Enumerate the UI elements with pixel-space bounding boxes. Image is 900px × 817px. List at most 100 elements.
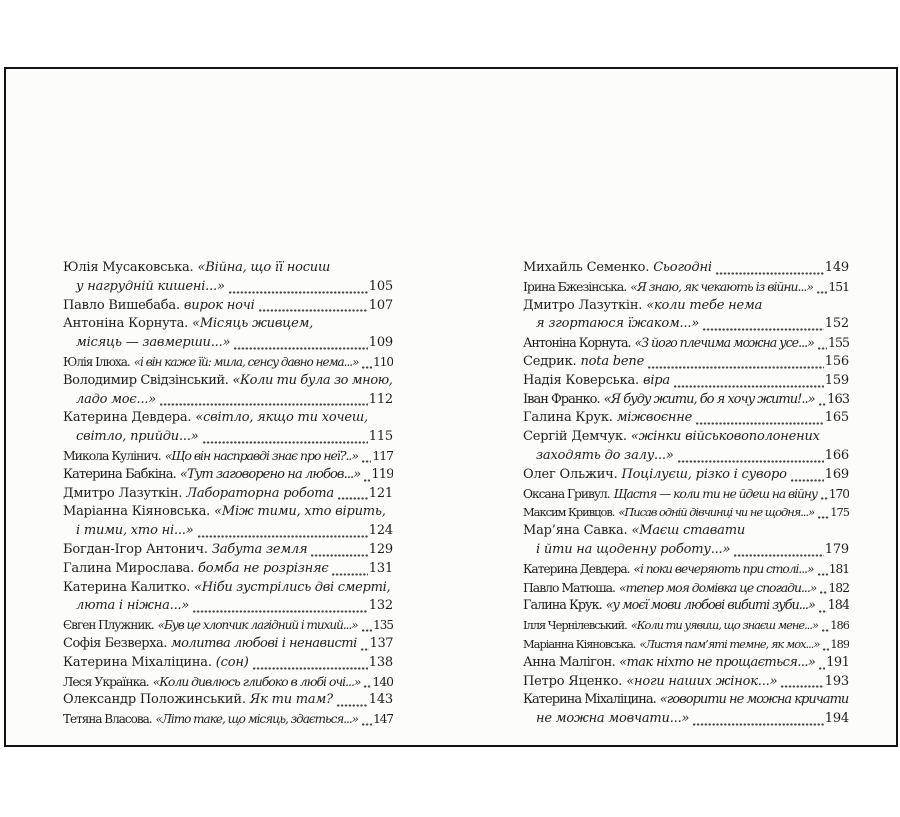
toc-entry-line: Надія Коверська. віра 159 <box>523 372 849 391</box>
work-title: «Писав одній дівчинці чи не щодня...» <box>618 505 815 520</box>
work-title: Поцілуєш, різко і суворо <box>621 466 787 482</box>
work-title: «Що він насправді знає про неї?..» <box>164 447 359 463</box>
dot-leader <box>361 459 372 463</box>
author-name: Максим Кривцов. <box>523 505 615 520</box>
work-title: «Маєш ставати <box>631 523 746 539</box>
author-name: Юлія Ілюха. <box>63 354 131 369</box>
dot-leader <box>734 553 824 557</box>
page-number: 155 <box>827 335 849 351</box>
author-name: Софія Безверха. <box>63 635 167 651</box>
dot-leader <box>160 403 368 407</box>
author-name: Маріанна Кіяновська. <box>523 636 636 651</box>
page-number: 137 <box>369 635 393 651</box>
page-number: 131 <box>368 560 393 576</box>
work-title-continuation: ладо моє...» <box>76 391 157 407</box>
work-title: «Місяць живцем, <box>192 316 314 332</box>
page-number: 182 <box>828 579 849 595</box>
page-number: 165 <box>824 410 849 426</box>
toc-entry-line: Ілля Чернілевський. «Коли ти уявиш, що зн… <box>523 616 849 635</box>
page-number: 149 <box>824 260 849 275</box>
author-name: Седрик. <box>523 353 577 369</box>
toc-column-left: Юлія Мусаковська. «Війна, що її носиш у на… <box>63 259 393 729</box>
page-number: 112 <box>368 391 393 407</box>
toc-entry-line: Галина Мирослава. бомба не розрізняє 131 <box>63 560 393 579</box>
work-title: «Ніби зустрілись дві смерті, <box>194 579 391 595</box>
dot-leader <box>362 365 373 369</box>
work-title: «ноги наших жінок...» <box>626 673 778 689</box>
toc-entry-line: Маріанна Кіяновська. «Між тими, хто вірит… <box>63 503 393 522</box>
toc-entry-line: Ірина Бжезінська. «Я знаю, як чекають із … <box>523 278 849 297</box>
page-number: 163 <box>827 391 849 407</box>
work-title: «і він каже їй: мила, сенсу давно нема..… <box>133 354 360 369</box>
dot-leader <box>228 290 368 294</box>
work-title: «світло, якщо ти хочеш, <box>195 410 368 426</box>
toc-entry-continuation: ладо моє...» 112 <box>63 391 393 410</box>
work-title: Як ти там? <box>249 692 333 708</box>
toc-entry-continuation: я згортаюся їжаком...» 152 <box>523 315 849 334</box>
page-number: 119 <box>371 466 393 482</box>
dot-leader <box>817 572 828 576</box>
toc-entry-line: Галина Крук. міжвоєнне 165 <box>523 409 849 428</box>
dot-leader <box>790 478 824 482</box>
toc-entry-line: Богдан-Ігор Антонич. Забута земля 129 <box>63 541 393 560</box>
toc-entry-line: Іван Франко. «Я буду жити, бо я хочу жити… <box>523 391 849 410</box>
page-number: 117 <box>372 447 393 463</box>
toc-entry-line: Маріанна Кіяновська. «Листя пам’яті темне… <box>523 635 849 654</box>
toc-entry-line: Михайль Семенко. Сьогодні 149 <box>523 259 849 278</box>
page-number: 166 <box>824 447 849 463</box>
page-number: 184 <box>827 598 849 614</box>
dot-leader <box>818 403 827 407</box>
work-title: Забута земля <box>211 541 308 557</box>
dot-leader <box>821 628 830 632</box>
author-name: Катерина Калитко. <box>63 579 191 595</box>
author-name: Петро Яценко. <box>523 673 623 689</box>
dot-leader <box>311 553 368 557</box>
work-title: міжвоєнне <box>616 410 693 426</box>
author-name: Галина Крук. <box>523 410 613 426</box>
author-name: Надія Коверська. <box>523 372 639 388</box>
dot-leader <box>234 346 368 350</box>
toc-entry-continuation: і йти на щоденну роботу...» 179 <box>523 541 849 560</box>
author-name: Оксана Гривул. <box>523 486 611 501</box>
toc-entry-continuation: не можна мовчати...» 194 <box>523 710 849 729</box>
work-title: Щастя — коли ти не йдеш на війну <box>613 486 818 501</box>
author-name: Тетяна Власова. <box>63 712 153 727</box>
author-name: Павло Вишебаба. <box>63 297 180 313</box>
work-title: молитва любові і ненависті <box>170 635 357 651</box>
work-title: «Я знаю, як чекають із війни...» <box>630 278 814 294</box>
toc-entry-line: Катерина Міхаліцина. «говорити не можна к… <box>523 691 849 710</box>
toc-entry-line: Антоніна Корнута. «Місяць живцем, <box>63 315 393 334</box>
work-title: «Коли ти уявиш, що знаєш мене...» <box>630 618 819 633</box>
page-number: 132 <box>368 598 393 614</box>
author-name: Павло Матюша. <box>523 579 616 595</box>
dot-leader <box>648 365 824 369</box>
toc-entry-continuation: і тими, хто ні...» 124 <box>63 522 393 541</box>
page-number: 194 <box>824 711 849 727</box>
work-title-continuation: місяць — завмерши...» <box>76 335 231 351</box>
work-title: Лабораторна робота <box>186 485 334 501</box>
work-title: (сон) <box>215 654 249 670</box>
toc-entry-line: Петро Яценко. «ноги наших жінок...» 193 <box>523 673 849 692</box>
work-title: «тепер моя домівка це спогади...» <box>619 579 817 595</box>
page-number: 135 <box>373 618 393 633</box>
author-name: Антоніна Корнута. <box>523 335 631 351</box>
toc-entry-line: Дмитро Лазуткін. Лабораторна робота 121 <box>63 485 393 504</box>
author-name: Володимир Свідзінський. <box>63 372 229 388</box>
author-name: Євген Плужник. <box>63 618 155 633</box>
toc-entry-line: Мар’яна Савка. «Маєш ставати <box>523 522 849 541</box>
dot-leader <box>818 610 827 614</box>
dot-leader <box>820 591 828 595</box>
dot-leader <box>364 478 371 482</box>
dot-leader <box>820 497 828 501</box>
work-title-continuation: світло, прийди...» <box>76 429 199 445</box>
dot-leader <box>816 290 828 294</box>
work-title: віра <box>642 372 670 388</box>
page-number: 193 <box>824 673 849 689</box>
author-name: Михайль Семенко. <box>523 260 650 275</box>
toc-entry-line: Олександр Положинський. Як ти там? 143 <box>63 691 393 710</box>
page-number: 107 <box>368 297 393 313</box>
author-name: Антоніна Корнута. <box>63 316 189 332</box>
dot-leader <box>197 534 368 538</box>
toc-entry-continuation: заходять до залу...» 166 <box>523 447 849 466</box>
toc-entry-line: Антоніна Корнута. «З його плечима можна у… <box>523 334 849 353</box>
